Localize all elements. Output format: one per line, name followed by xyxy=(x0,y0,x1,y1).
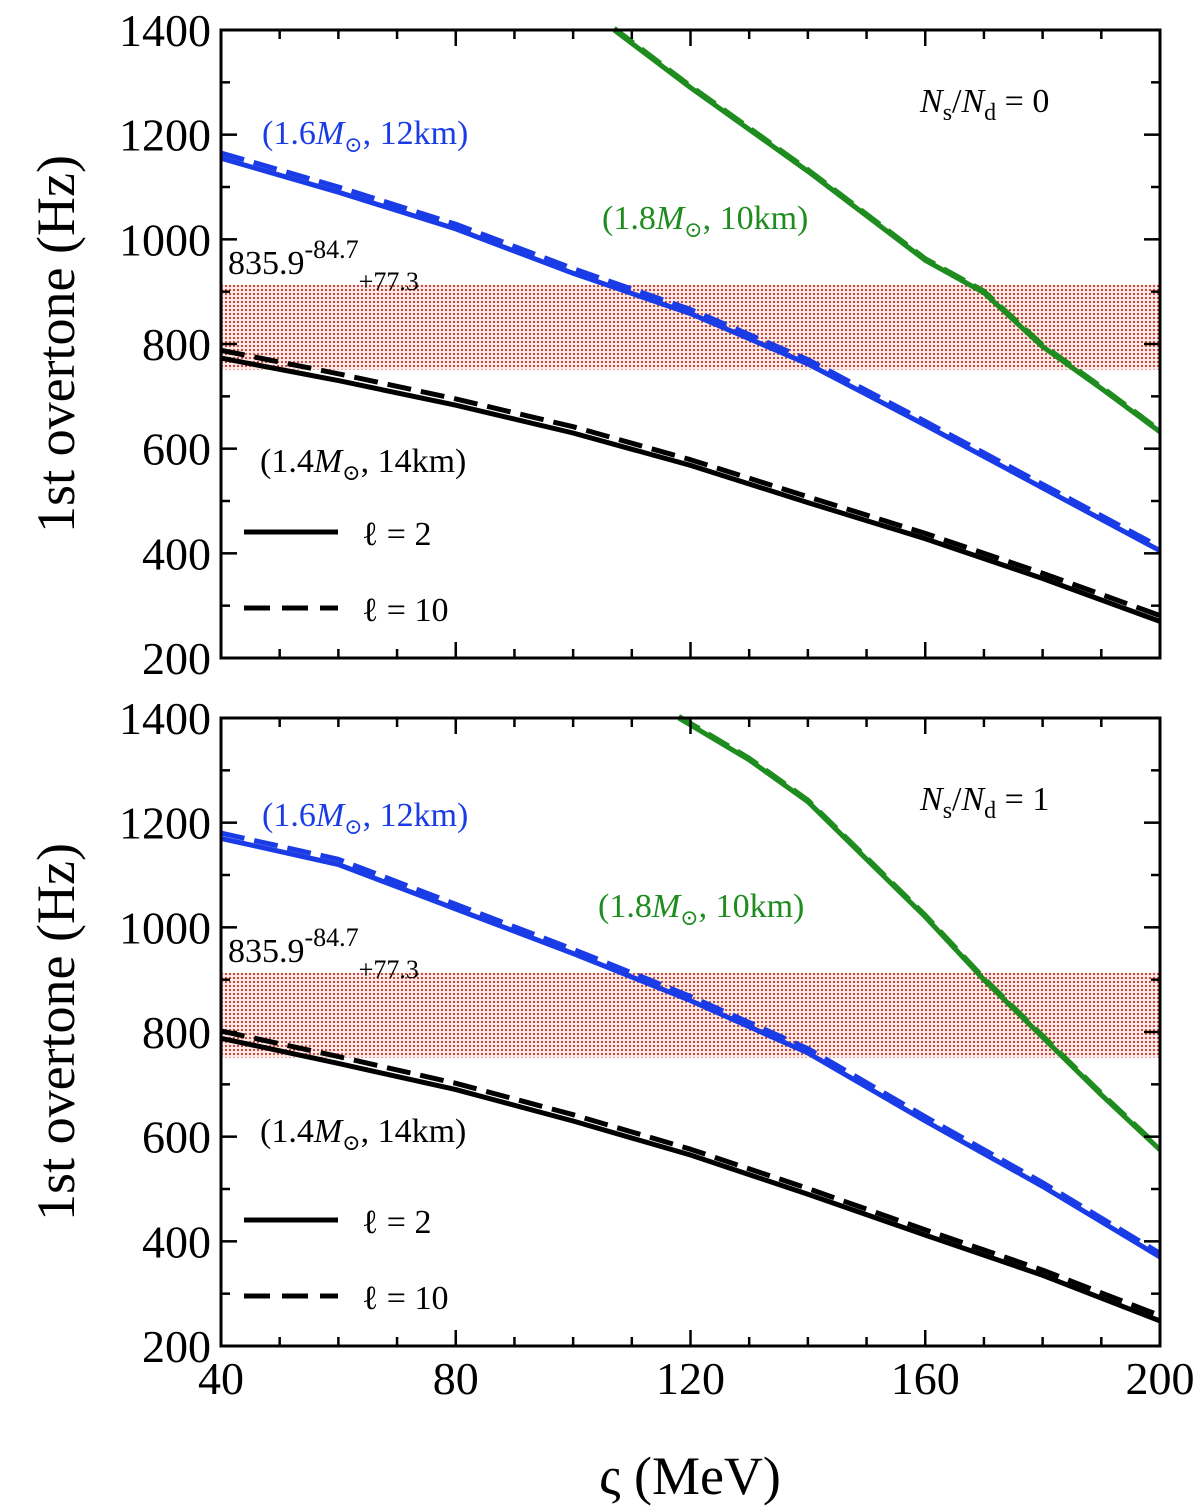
x-axis-title: ς (MeV) xyxy=(599,1446,781,1506)
y-tick-label-top-1400: 1400 xyxy=(119,5,211,56)
legend-solid-label-top: ℓ = 2 xyxy=(362,516,431,553)
band-label-top: 835.9-84.7+77.3 xyxy=(228,235,419,296)
y-tick-label-top-200: 200 xyxy=(142,633,211,684)
x-tick-label-40: 40 xyxy=(198,1353,244,1404)
annotation-green-top: (1.8M⊙, 10km) xyxy=(602,200,808,242)
annotation-black-top: (1.4M⊙, 14km) xyxy=(260,443,466,485)
annotation-blue-bottom: (1.6M⊙, 12km) xyxy=(262,797,468,839)
x-tick-label-80: 80 xyxy=(433,1353,479,1404)
series-line-bottom-0 xyxy=(220,1035,1161,1324)
series-line-bottom-1 xyxy=(220,1028,1161,1318)
ratio-label-top: Ns/Nd = 0 xyxy=(919,83,1049,126)
x-tick-label-120: 120 xyxy=(656,1353,725,1404)
x-tick-label-160: 160 xyxy=(891,1353,960,1404)
y-tick-label-top-1000: 1000 xyxy=(119,214,211,265)
series-line-bottom-2 xyxy=(220,835,1162,1260)
y-tick-label-bottom-400: 400 xyxy=(142,1216,211,1267)
series-line-top-1 xyxy=(220,347,1161,618)
x-tick-label-200: 200 xyxy=(1126,1353,1195,1404)
series-line-top-2 xyxy=(220,155,1162,553)
legend-dashed-label-bottom: ℓ = 10 xyxy=(362,1280,448,1317)
y-tick-label-top-400: 400 xyxy=(142,528,211,579)
series-line-top-0 xyxy=(220,355,1161,624)
legend-bottom: ℓ = 2 ℓ = 10 xyxy=(244,1204,448,1317)
y-axis-title-bottom: 1st overtone (Hz) xyxy=(26,843,86,1221)
y-tick-label-bottom-600: 600 xyxy=(142,1112,211,1163)
legend-solid-label-bottom: ℓ = 2 xyxy=(362,1204,431,1241)
y-tick-label-top-800: 800 xyxy=(142,319,211,370)
ratio-label-bottom: Ns/Nd = 1 xyxy=(919,781,1049,824)
y-tick-label-top-600: 600 xyxy=(142,424,211,475)
annotation-blue-top: (1.6M⊙, 12km) xyxy=(262,115,468,157)
y-tick-label-bottom-1400: 1400 xyxy=(119,693,211,744)
series-line-bottom-5 xyxy=(677,714,1162,1151)
y-tick-label-bottom-200: 200 xyxy=(142,1321,211,1372)
legend-dashed-label-top: ℓ = 10 xyxy=(362,592,448,629)
series-line-bottom-3 xyxy=(220,830,1162,1256)
series-line-top-5 xyxy=(612,26,1162,433)
panel-top: 200 400 600 800 1000 1200 1400 835.9-84.7+77.3… xyxy=(26,5,1162,684)
y-axis-title-top: 1st overtone (Hz) xyxy=(26,155,86,533)
panel-bottom: 200 400 600 800 1000 1200 1400 40 80 120 160 200 83… xyxy=(26,693,1195,1404)
y-tick-label-bottom-800: 800 xyxy=(142,1007,211,1058)
y-tick-label-bottom-1200: 1200 xyxy=(119,798,211,849)
legend-top: ℓ = 2 ℓ = 10 xyxy=(244,516,448,629)
annotation-black-bottom: (1.4M⊙, 14km) xyxy=(260,1113,466,1155)
band-top xyxy=(221,284,1160,370)
y-tick-label-top-1200: 1200 xyxy=(119,110,211,161)
series-line-top-3 xyxy=(220,150,1162,550)
band-bottom xyxy=(221,972,1160,1058)
annotation-green-bottom: (1.8M⊙, 10km) xyxy=(598,888,804,930)
band-label-bottom: 835.9-84.7+77.3 xyxy=(228,923,419,984)
y-tick-label-bottom-1000: 1000 xyxy=(119,902,211,953)
